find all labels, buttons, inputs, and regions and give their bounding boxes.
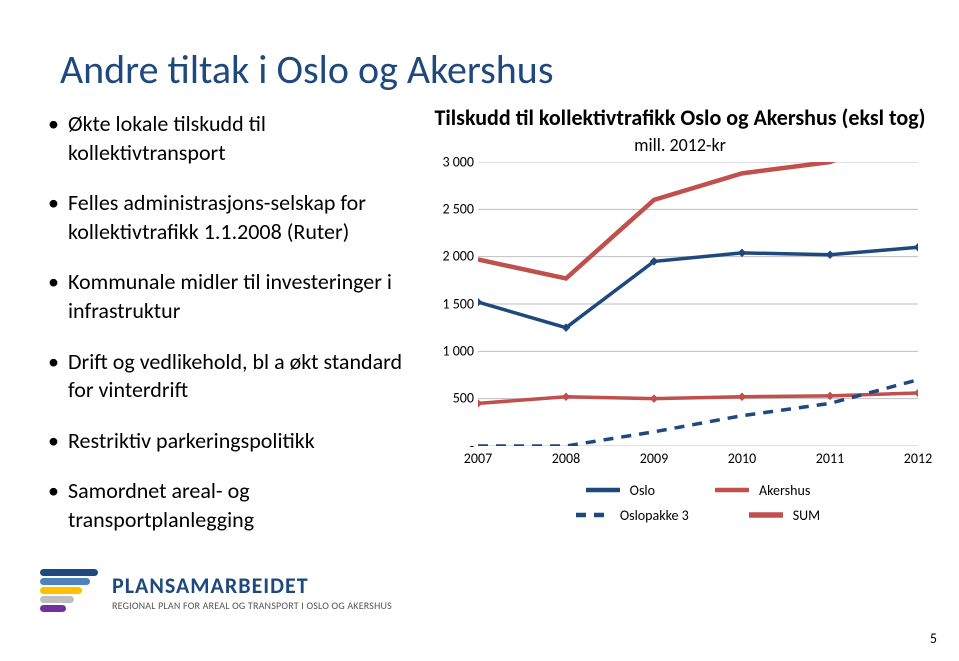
chart-title: Tilskudd til kollektivtrafikk Oslo og Ak… (430, 104, 930, 132)
chart-x-axis: 200720082009201020112012 (478, 446, 918, 466)
chart-x-tick: 2011 (816, 450, 844, 467)
chart-x-tick: 2007 (464, 450, 492, 467)
chart-y-tick: 1 500 (430, 295, 474, 312)
legend-label: Oslo (630, 482, 655, 499)
chart-y-tick: 2 500 (430, 200, 474, 217)
chart-y-tick: 1 000 (430, 342, 474, 359)
legend-item-sum: SUM (749, 507, 820, 524)
chart-x-tick: 2008 (552, 450, 580, 467)
chart-svg (478, 162, 918, 446)
chart-x-tick: 2010 (728, 450, 756, 467)
bullet-list: Økte lokale tilskudd til kollektivtransp… (48, 110, 428, 557)
bullet-item: Felles administrasjons-selskap for kolle… (48, 189, 428, 246)
logo-subtitle: REGIONAL PLAN FOR AREAL OG TRANSPORT I O… (112, 599, 392, 612)
legend-item-akershus: Akershus (715, 482, 810, 499)
bullet-item: Samordnet areal- og transportplanlegging (48, 477, 428, 534)
chart-subtitle: mill. 2012-kr (430, 134, 930, 156)
chart-y-tick: 3 000 (430, 153, 474, 170)
legend-label: Oslopakke 3 (620, 507, 689, 524)
chart-x-tick: 2009 (640, 450, 668, 467)
bullet-item: Økte lokale tilskudd til kollektivtransp… (48, 110, 428, 167)
bullet-item: Drift og vedlikehold, bl a økt standard … (48, 348, 428, 405)
logo-title: PLANSAMARBEIDET (112, 572, 392, 599)
chart-x-tick: 2012 (904, 450, 932, 467)
chart-legend: Oslo Akershus Oslopakke 3 SUM (478, 482, 918, 524)
page-number: 5 (930, 630, 937, 647)
chart-series-sum (478, 162, 918, 278)
chart-plot-area: -5001 0001 5002 0002 5003 000 (478, 162, 918, 446)
legend-item-oslo: Oslo (586, 482, 655, 499)
legend-label: Akershus (759, 482, 810, 499)
slide-title: Andre tiltak i Oslo og Akershus (60, 45, 553, 94)
bullet-item: Kommunale midler til investeringer i inf… (48, 268, 428, 325)
chart-y-tick: 500 (430, 390, 474, 407)
bullet-item: Restriktiv parkeringspolitikk (48, 427, 428, 456)
legend-label: SUM (793, 507, 820, 524)
chart-series-oslopakke-3 (478, 379, 918, 445)
logo-icon (40, 569, 98, 615)
plansamarbeidet-logo: PLANSAMARBEIDET REGIONAL PLAN FOR AREAL … (40, 569, 392, 615)
chart-container: Tilskudd til kollektivtrafikk Oslo og Ak… (430, 104, 930, 532)
legend-item-oslopakke-3: Oslopakke 3 (576, 507, 689, 524)
chart-y-tick: 2 000 (430, 248, 474, 265)
chart-series-oslo (478, 247, 918, 327)
